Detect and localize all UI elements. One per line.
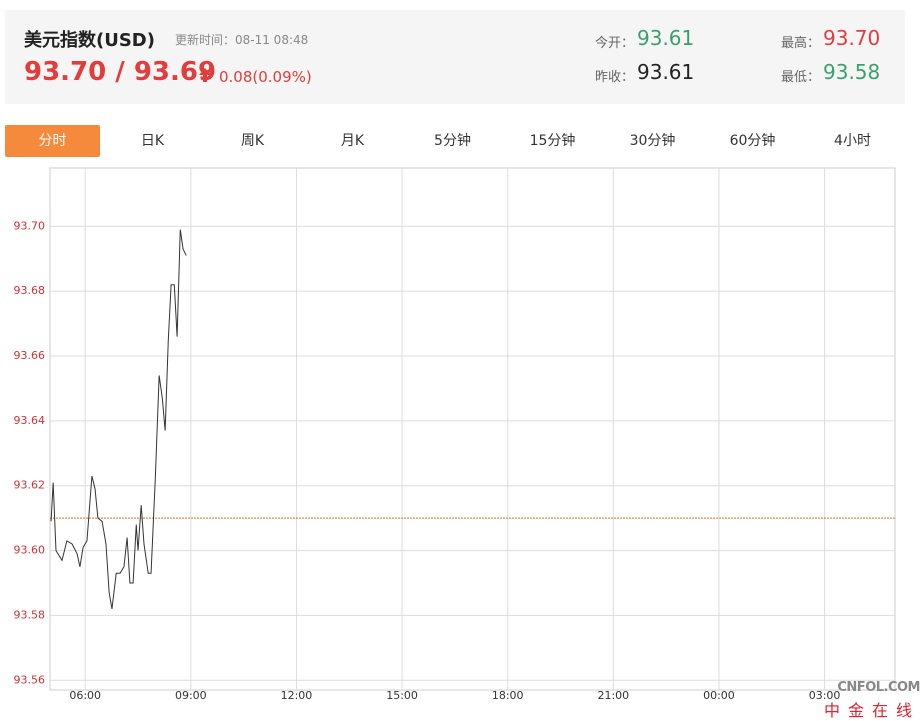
x-tick-label: 18:00 [492,689,524,702]
low: 93.58 [823,60,881,84]
y-tick-label: 93.62 [14,479,46,492]
high-label: 最高： [781,36,821,51]
low-label: 最低： [781,70,821,85]
plot-frame [49,167,896,691]
tab[interactable]: 5分钟 [434,133,471,149]
y-tick-label: 93.70 [14,219,46,232]
tab[interactable]: 30分钟 [629,133,676,149]
tab-bar: 分时 日K 周K 月K 5分钟 15分钟 30分钟 60分钟 4小时 [5,125,905,157]
y-tick-label: 93.60 [14,544,46,557]
tab[interactable]: 分时 [5,125,100,157]
y-tick-label: 93.68 [14,284,46,297]
x-tick-label: 03:00 [809,689,841,702]
x-tick-label: 12:00 [281,689,313,702]
y-tick-label: 93.64 [14,414,46,427]
x-tick-label: 21:00 [597,689,629,702]
price-line [50,229,187,610]
x-tick-label: 09:00 [175,689,207,702]
y-tick-label: 93.56 [14,673,46,686]
change: 0.08(0.09%) [219,68,312,86]
quote-header: 美元指数(USD) 更新时间：08-11 08:48 93.70 / 93.69… [5,10,905,104]
price: 93.70 / 93.69 [24,57,217,87]
up-arrow [199,68,211,82]
prev-close: 93.61 [637,60,695,84]
update-time: 更新时间：08-11 08:48 [175,33,309,47]
x-tick-label: 15:00 [386,689,418,702]
tab[interactable]: 月K [340,133,365,149]
tab[interactable]: 日K [140,133,165,149]
prev-close-label: 昨收： [595,70,635,85]
x-tick-label: 00:00 [703,689,735,702]
watermark-brand: CNFOL.COM [837,680,920,695]
tab[interactable]: 4小时 [834,133,871,149]
y-tick-label: 93.58 [14,608,46,621]
open-label: 今开： [595,36,635,51]
tab[interactable]: 15分钟 [529,133,576,149]
watermark-name: 中金在线 [823,701,920,720]
title: 美元指数(USD) [24,30,155,51]
open: 93.61 [637,26,695,50]
y-tick-label: 93.66 [14,349,46,362]
high: 93.70 [823,26,881,50]
x-tick-label: 06:00 [69,689,101,702]
tab[interactable]: 周K [240,133,265,149]
tab[interactable]: 60分钟 [729,133,776,149]
